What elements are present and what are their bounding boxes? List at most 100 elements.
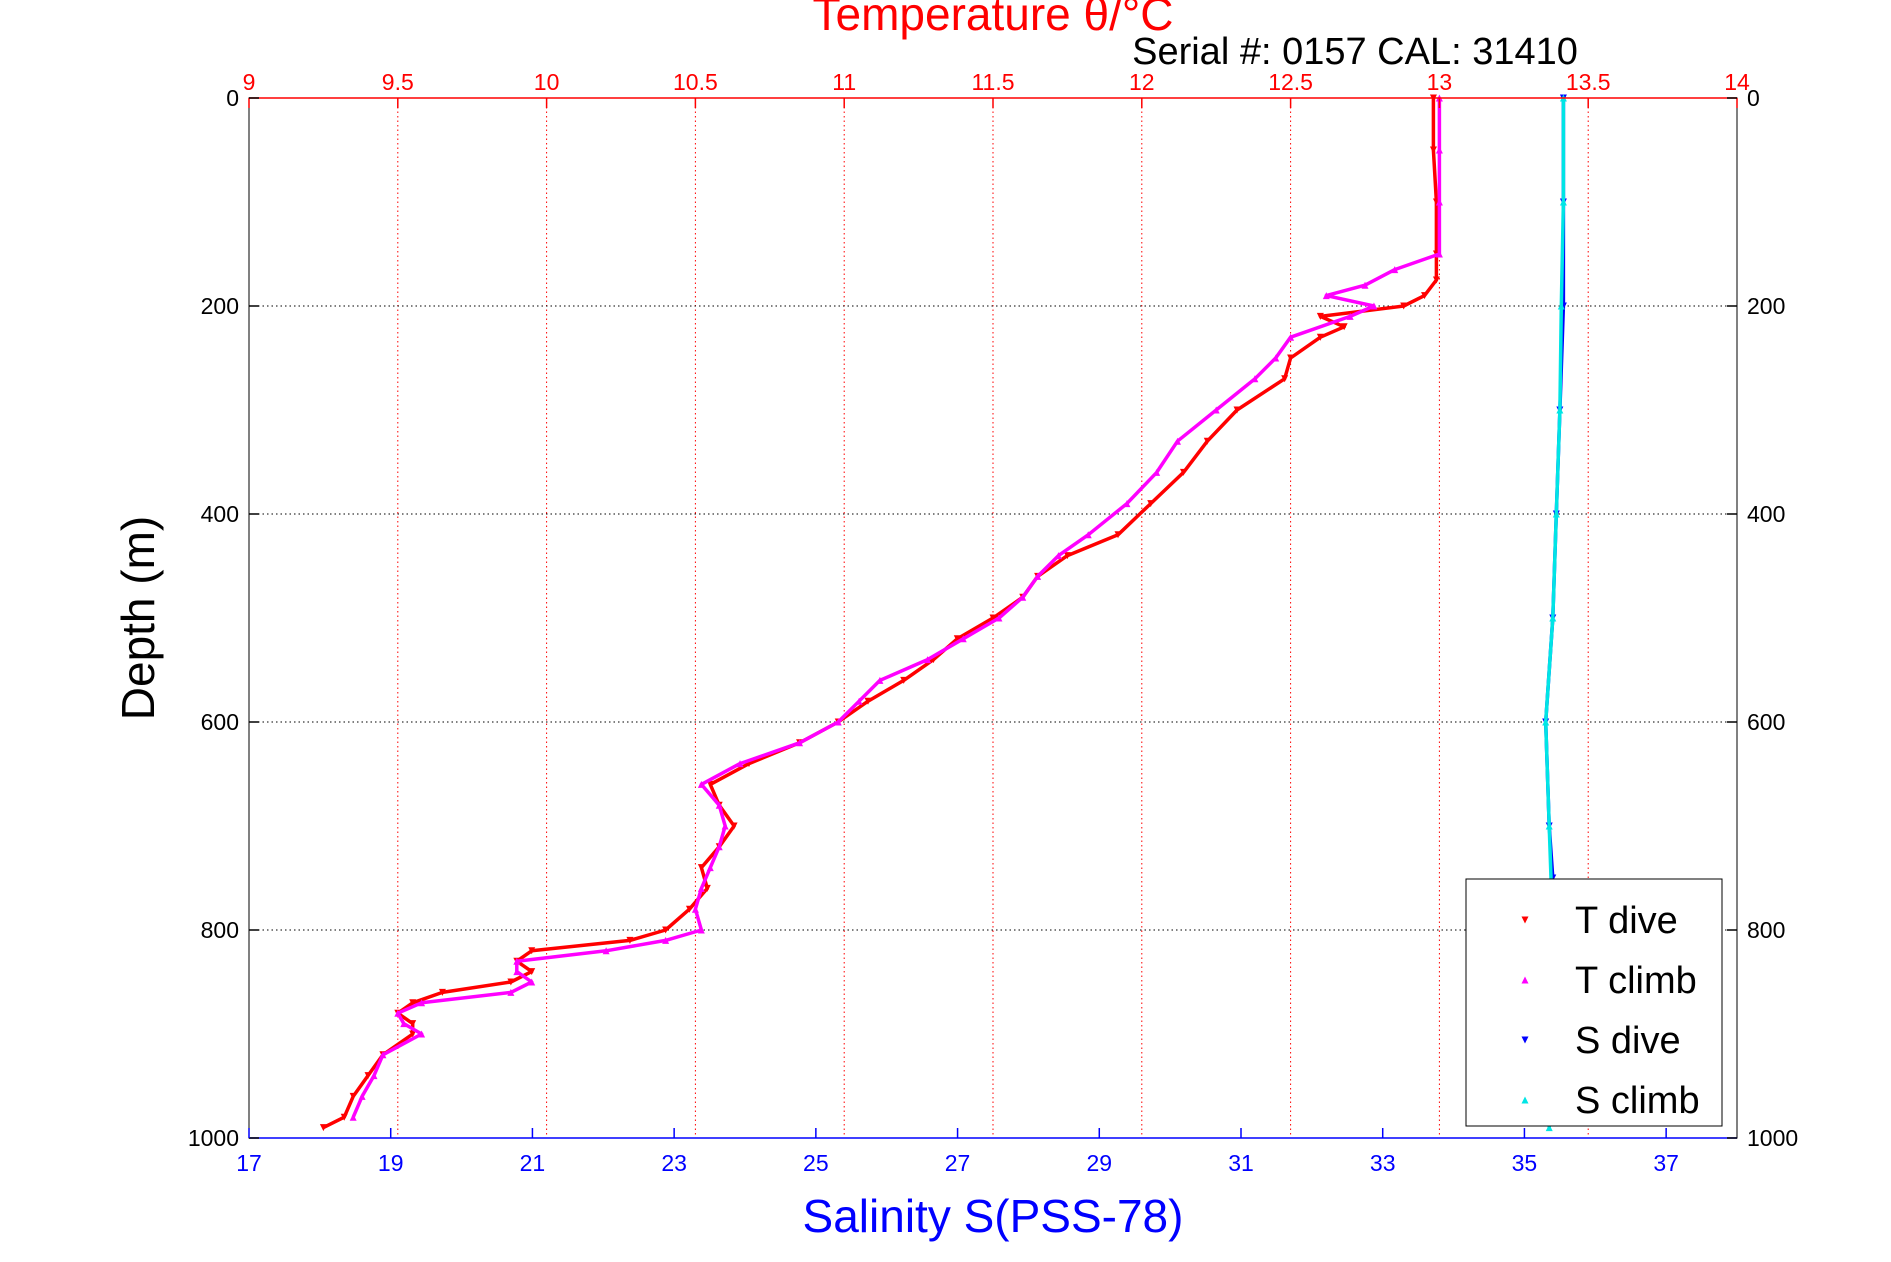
data-point bbox=[876, 676, 884, 684]
x-bottom-tick-label: 29 bbox=[1086, 1150, 1112, 1176]
legend-label: S dive bbox=[1575, 1020, 1681, 1062]
x-top-tick-label: 13 bbox=[1427, 69, 1453, 95]
data-point bbox=[1361, 281, 1369, 289]
data-point bbox=[1545, 822, 1553, 830]
data-point bbox=[697, 884, 705, 892]
x-bottom-tick-label: 37 bbox=[1653, 1150, 1679, 1176]
data-point bbox=[1435, 250, 1443, 258]
data-point bbox=[715, 801, 723, 809]
x-top-tick-label: 14 bbox=[1724, 69, 1750, 95]
data-point bbox=[400, 1020, 408, 1028]
data-point bbox=[507, 978, 515, 986]
data-point bbox=[418, 1030, 426, 1038]
data-point bbox=[409, 999, 417, 1007]
data-point bbox=[1435, 198, 1443, 206]
data-point bbox=[703, 884, 711, 892]
data-point bbox=[796, 739, 804, 747]
x-top-tick-label: 9.5 bbox=[382, 69, 414, 95]
data-point bbox=[1233, 406, 1241, 414]
data-point bbox=[1545, 1124, 1553, 1132]
data-point bbox=[1212, 406, 1220, 414]
data-point bbox=[528, 978, 536, 986]
y-right-tick-label: 1000 bbox=[1747, 1125, 1798, 1151]
data-point bbox=[340, 1113, 348, 1121]
data-point bbox=[1391, 266, 1399, 274]
legend-label: T climb bbox=[1575, 960, 1697, 1002]
x-bottom-tick-label: 17 bbox=[236, 1150, 262, 1176]
data-point bbox=[1429, 146, 1437, 154]
series-line bbox=[351, 98, 1442, 1118]
data-point bbox=[1084, 531, 1092, 539]
y-right-tick-label: 400 bbox=[1747, 501, 1785, 527]
x-top-tick-label: 11 bbox=[832, 69, 856, 95]
data-point bbox=[1019, 593, 1027, 601]
data-point bbox=[864, 697, 872, 705]
data-point bbox=[528, 947, 536, 955]
x-top-tick-label: 12 bbox=[1129, 69, 1155, 95]
x-top-tick-label: 12.5 bbox=[1268, 69, 1313, 95]
data-point bbox=[370, 1072, 378, 1080]
data-point bbox=[706, 780, 714, 788]
legend-marker bbox=[1521, 916, 1529, 924]
data-point bbox=[953, 635, 961, 643]
data-point bbox=[1287, 333, 1295, 341]
data-point bbox=[394, 1009, 402, 1017]
data-point bbox=[1542, 718, 1550, 726]
data-point bbox=[1346, 312, 1354, 320]
data-point bbox=[418, 999, 426, 1007]
x-bottom-tick-label: 33 bbox=[1370, 1150, 1396, 1176]
data-point bbox=[364, 1072, 372, 1080]
y-right-tick-label: 800 bbox=[1747, 917, 1785, 943]
data-point bbox=[834, 718, 842, 726]
chart-subtitle: Serial #: 0157 CAL: 31410 bbox=[1132, 31, 1578, 73]
legend-marker bbox=[1521, 1096, 1529, 1104]
data-point bbox=[409, 1020, 417, 1028]
data-point bbox=[1251, 375, 1259, 383]
x-top-tick-label: 10 bbox=[534, 69, 560, 95]
y-axis-title: Depth (m) bbox=[112, 516, 164, 720]
x-bottom-tick-label: 31 bbox=[1228, 1150, 1254, 1176]
data-point bbox=[1203, 437, 1211, 445]
data-point bbox=[358, 1092, 366, 1100]
data-point bbox=[691, 905, 699, 913]
data-point bbox=[1559, 198, 1567, 206]
data-point bbox=[1421, 292, 1429, 300]
data-point bbox=[1034, 572, 1042, 580]
data-point bbox=[1147, 500, 1155, 508]
legend-label: S climb bbox=[1575, 1080, 1700, 1122]
data-point bbox=[1557, 302, 1565, 310]
data-point bbox=[1322, 292, 1330, 300]
data-point bbox=[697, 780, 705, 788]
data-point bbox=[602, 947, 610, 955]
data-point bbox=[685, 905, 693, 913]
x-top-tick-label: 9 bbox=[243, 69, 256, 95]
data-point bbox=[721, 822, 729, 830]
data-point bbox=[662, 936, 670, 944]
data-point bbox=[662, 926, 670, 934]
data-point bbox=[1316, 333, 1324, 341]
y-right-tick-label: 0 bbox=[1747, 85, 1760, 111]
data-point bbox=[1153, 468, 1161, 476]
legend-box bbox=[1465, 878, 1723, 1127]
data-point bbox=[1340, 323, 1348, 331]
data-point bbox=[1556, 406, 1564, 414]
data-point bbox=[626, 936, 634, 944]
data-point bbox=[1287, 354, 1295, 362]
data-point bbox=[924, 656, 932, 664]
data-point bbox=[1432, 276, 1440, 284]
x-bottom-tick-label: 25 bbox=[803, 1150, 829, 1176]
legend-label: T dive bbox=[1575, 900, 1678, 942]
x-top-tick-label: 13.5 bbox=[1566, 69, 1611, 95]
data-point bbox=[1370, 302, 1378, 310]
grid bbox=[249, 98, 1737, 1138]
y-left-tick-label: 600 bbox=[201, 709, 239, 735]
data-point bbox=[1552, 510, 1560, 518]
data-point bbox=[1272, 354, 1280, 362]
data-point bbox=[1435, 146, 1443, 154]
legend-marker bbox=[1521, 976, 1529, 984]
data-point bbox=[959, 635, 967, 643]
data-point bbox=[513, 957, 521, 965]
data-point bbox=[1114, 531, 1122, 539]
data-point bbox=[736, 760, 744, 768]
y-left-tick-label: 800 bbox=[201, 917, 239, 943]
